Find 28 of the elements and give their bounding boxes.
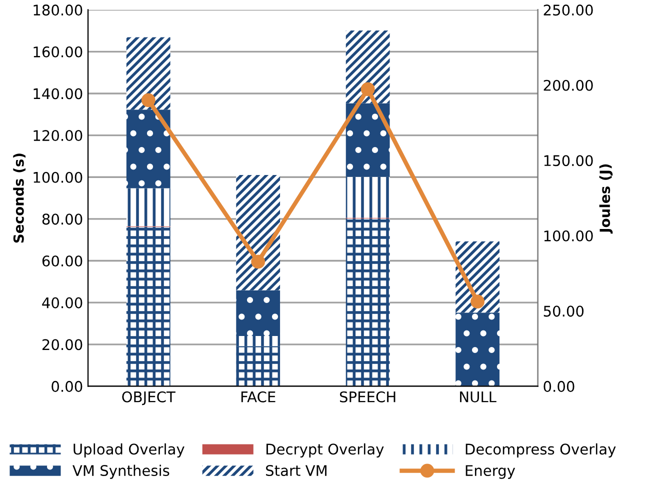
x-tick-label: SPEECH [340,391,396,402]
y2-axis-title: Joules (J) [599,164,613,234]
y2-tick-label: 0.00 [544,380,574,392]
y-tick-label: 180.00 [34,4,82,16]
y2-tick-label: 100.00 [544,230,593,242]
legend-label: Decrypt Overlay [266,443,384,458]
y-tick-label: 20.00 [42,339,82,350]
x-tick-label: OBJECT [122,391,176,406]
y2-tick-label: 50.00 [544,306,584,317]
y-tick-label: 100.00 [34,172,82,183]
y-tick-label: 140.00 [34,88,82,100]
y-axis-title: Seconds (s) [13,154,26,243]
y2-tick-label: 150.00 [544,155,593,166]
legend-label: Start VM [266,465,326,476]
y2-tick-label: 250.00 [544,4,593,16]
legend-label: Energy [466,465,516,479]
legend-label: VM Synthesis [72,464,170,479]
x-tick-label: FACE [241,391,276,402]
y-tick-label: 80.00 [42,214,82,225]
y-tick-label: 120.00 [34,130,82,142]
y-tick-label: 0.00 [52,380,82,392]
y-tick-label: 40.00 [42,297,82,308]
y-tick-label: 60.00 [42,255,82,267]
legend-label: Decompress Overlay [466,443,616,458]
y2-tick-label: 200.00 [544,80,593,91]
y-tick-label: 160.00 [34,46,82,58]
legend-label: Upload Overlay [74,443,184,458]
x-tick-label: NULL [460,392,496,402]
